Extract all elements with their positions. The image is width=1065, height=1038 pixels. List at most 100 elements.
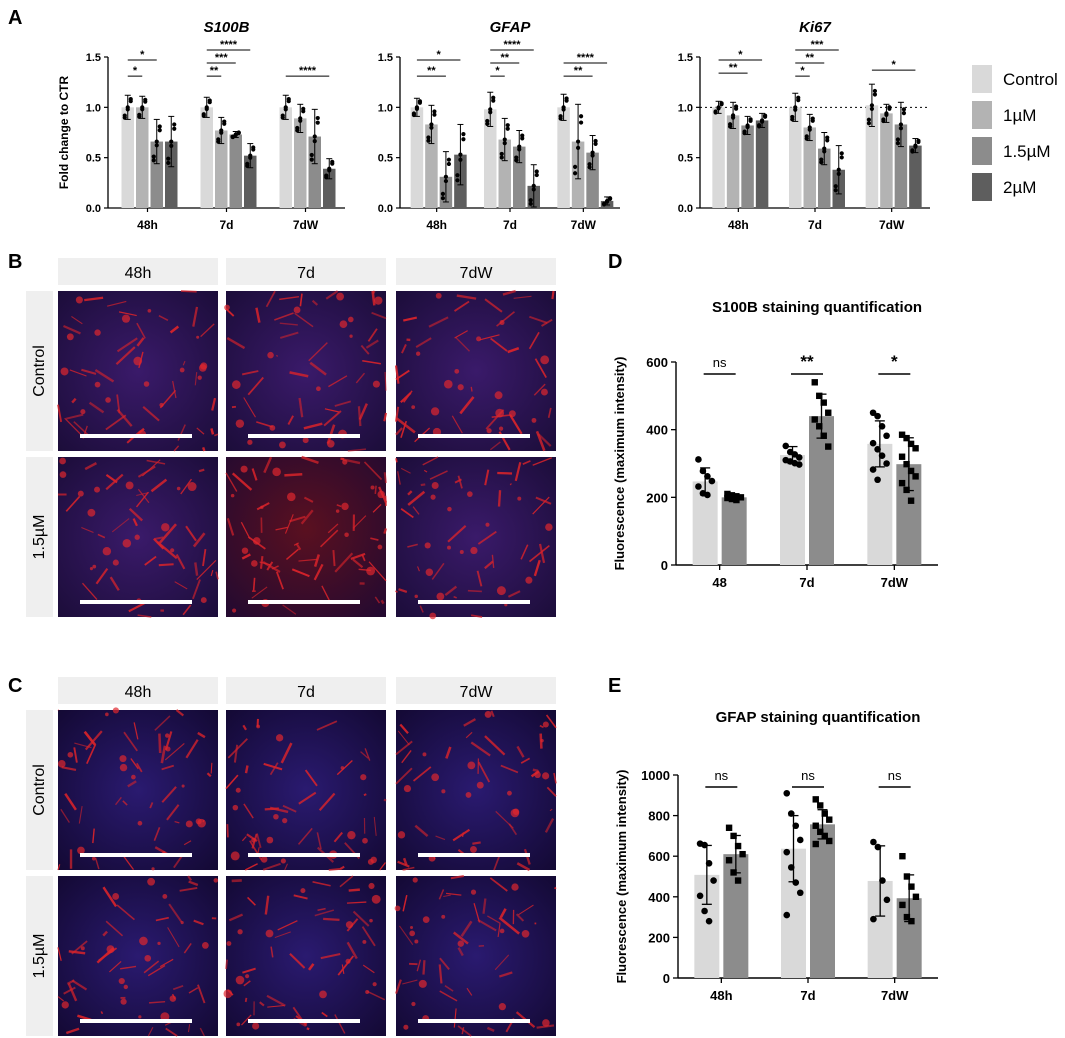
panel-letter-d: D	[608, 251, 622, 273]
data-point	[869, 439, 877, 447]
scale-bar	[80, 853, 192, 857]
fiber	[328, 867, 342, 871]
fiber	[95, 567, 109, 585]
fiber	[192, 532, 206, 548]
fiber	[244, 997, 248, 1003]
data-point	[759, 118, 765, 123]
fiber	[528, 331, 540, 350]
fiber	[185, 739, 199, 759]
data-point	[517, 144, 522, 149]
cell-body	[237, 929, 243, 935]
fiber	[303, 422, 323, 430]
cell-body	[541, 388, 548, 396]
cell-body	[429, 612, 437, 620]
column-header: 7dW	[460, 265, 494, 282]
fiber	[202, 446, 206, 452]
data-point	[432, 112, 437, 117]
fiber	[532, 768, 539, 773]
fiber	[94, 368, 115, 383]
data-point	[816, 423, 823, 430]
x-tick-label: 7d	[808, 218, 822, 232]
data-point	[833, 188, 838, 193]
fiber-texture	[57, 457, 219, 618]
cell-body	[67, 751, 74, 758]
bar	[557, 107, 570, 208]
fiber	[226, 337, 246, 350]
fiber	[415, 337, 432, 349]
cell-body	[147, 877, 156, 886]
cell-body	[236, 1022, 241, 1027]
cell-body	[143, 381, 150, 387]
fiber	[328, 375, 348, 388]
row-header: 1.5µM	[31, 934, 48, 979]
fiber	[243, 803, 254, 819]
fiber	[451, 415, 463, 434]
y-tick-label: 0.5	[678, 153, 693, 165]
fiber	[397, 730, 410, 746]
fiber	[118, 311, 137, 317]
data-point	[728, 492, 736, 499]
chart-title: Ki67	[799, 19, 831, 36]
cell-body	[339, 320, 348, 329]
data-point	[593, 141, 598, 147]
cell-body	[198, 364, 207, 372]
data-point	[716, 105, 721, 110]
cell-body	[469, 845, 477, 853]
fiber	[324, 408, 340, 413]
data-point	[443, 174, 449, 179]
data-point	[128, 97, 133, 102]
data-point	[204, 105, 209, 110]
data-point	[230, 134, 235, 139]
y-tick-label: 600	[646, 355, 668, 370]
fiber	[299, 293, 303, 307]
cell-body	[112, 893, 120, 900]
significance-label: ns	[714, 768, 728, 783]
fiber	[520, 544, 529, 560]
x-tick-label: 7dW	[571, 218, 597, 232]
data-point	[783, 911, 791, 919]
cell-body	[94, 486, 101, 493]
fiber	[150, 478, 168, 493]
fiber	[214, 433, 219, 437]
y-tick-label: 600	[648, 849, 670, 864]
row-header-box	[26, 876, 53, 1036]
fiber	[498, 916, 520, 935]
fiber	[241, 370, 259, 376]
fiber	[456, 294, 477, 300]
fiber	[137, 488, 150, 504]
data-point	[812, 822, 819, 829]
fiber	[516, 862, 531, 872]
fiber	[264, 895, 270, 915]
data-point	[157, 124, 162, 129]
cell-body	[369, 918, 373, 923]
cell-body	[105, 712, 109, 717]
fiber	[500, 764, 519, 774]
fiber	[291, 568, 310, 578]
data-point	[812, 840, 819, 848]
significance-label: ns	[801, 768, 815, 783]
fiber	[497, 923, 501, 937]
data-point	[903, 913, 911, 921]
fiber	[484, 560, 494, 570]
fiber	[225, 472, 238, 492]
scale-bar	[80, 600, 192, 604]
column-header: 48h	[125, 265, 152, 282]
cell-body	[235, 787, 241, 793]
data-point	[783, 789, 791, 797]
fiber	[435, 835, 446, 841]
fiber	[105, 920, 124, 937]
legend-label: 2µM	[1003, 178, 1036, 197]
legend-label: Control	[1003, 70, 1058, 89]
data-point	[811, 379, 818, 386]
fiber	[69, 369, 87, 377]
cell-body	[118, 977, 125, 985]
cell-body	[431, 773, 440, 782]
data-point	[578, 120, 584, 125]
cell-body	[260, 856, 268, 863]
fiber	[165, 1027, 178, 1037]
cell-body	[534, 771, 541, 779]
data-point	[782, 442, 790, 450]
data-point	[870, 915, 877, 923]
y-tick-label: 0.5	[86, 153, 101, 165]
